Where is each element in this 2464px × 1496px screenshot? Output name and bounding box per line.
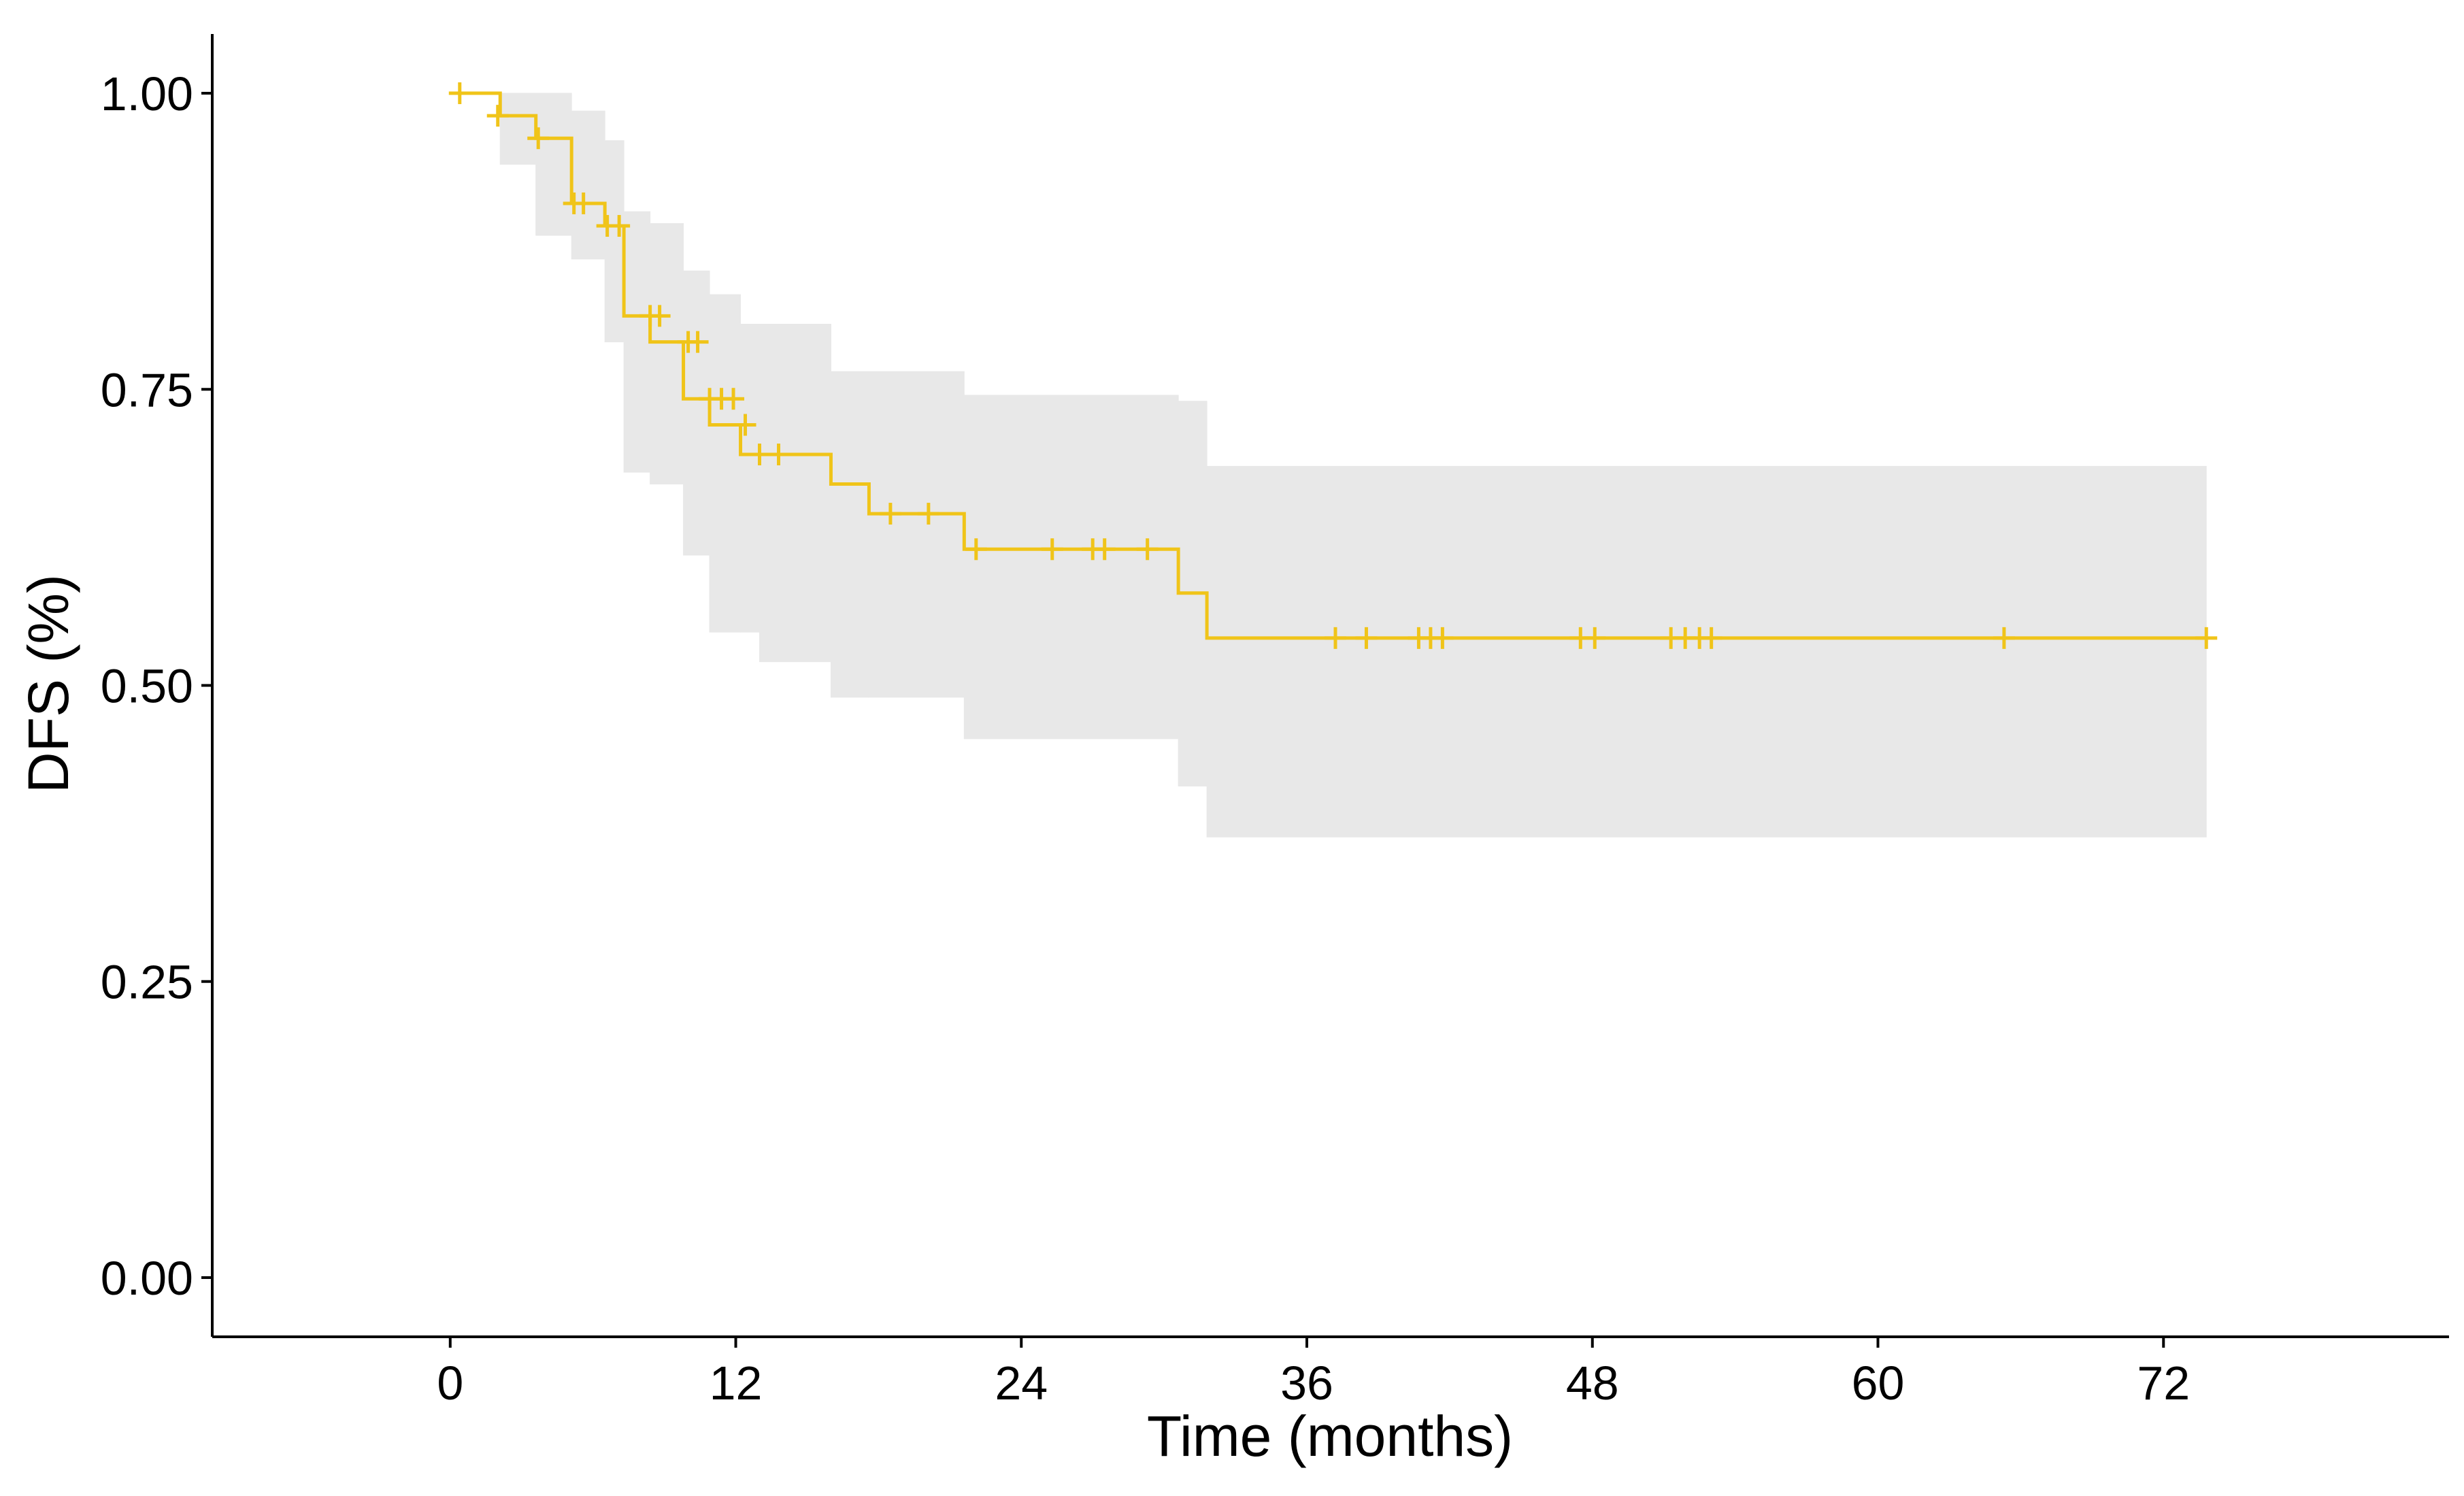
- ci-band-segment: [604, 140, 625, 343]
- censor-mark: [2195, 627, 2218, 649]
- ci-band-segment: [963, 395, 1179, 739]
- ci-band-segment: [830, 371, 869, 698]
- y-tick-label: 0.50: [101, 660, 193, 713]
- censor-mark: [572, 192, 595, 214]
- x-tick-label: 72: [2137, 1357, 2190, 1410]
- censor-mark: [448, 82, 471, 105]
- y-tick-label: 1.00: [101, 67, 193, 120]
- censor-mark: [686, 331, 709, 353]
- censor-mark: [486, 105, 509, 127]
- y-tick-label: 0.00: [101, 1252, 193, 1305]
- y-tick-label: 0.75: [101, 363, 193, 416]
- censor-mark: [648, 305, 671, 327]
- censor-mark: [1355, 627, 1378, 649]
- ci-band-segment: [683, 270, 710, 556]
- censor-mark: [1993, 627, 2015, 649]
- censor-mark: [734, 414, 756, 436]
- x-tick-label: 60: [1852, 1357, 1905, 1410]
- censor-mark: [1584, 627, 1606, 649]
- ci-band-segment: [571, 110, 605, 260]
- x-tick-label: 0: [437, 1357, 463, 1410]
- censor-mark: [1700, 627, 1722, 649]
- axes-layer: [201, 34, 2449, 1348]
- censor-mark: [1136, 538, 1159, 561]
- censor-mark: [1041, 538, 1063, 561]
- x-tick-label: 12: [710, 1357, 763, 1410]
- censor-mark: [879, 503, 901, 525]
- confidence-band-layer: [499, 93, 2207, 837]
- censor-mark: [917, 503, 939, 525]
- labels-layer: 0.00 0.25 0.50 0.75 1.00 0 12 24 36 48 60 72: [101, 67, 2190, 1410]
- censor-mark: [767, 444, 790, 466]
- x-tick-label: 36: [1280, 1357, 1333, 1410]
- x-axis-title: Time (months): [1147, 1404, 1513, 1468]
- ci-band-segment: [1206, 465, 2207, 837]
- censor-mark: [748, 444, 771, 466]
- ci-band-segment: [740, 324, 761, 633]
- censor-mark: [527, 127, 550, 150]
- censor-marks-layer: [448, 82, 2218, 649]
- ci-band-segment: [709, 294, 742, 633]
- censor-mark: [1431, 627, 1454, 649]
- y-tick-label: 0.25: [101, 956, 193, 1009]
- censor-mark: [722, 388, 745, 410]
- ci-band-segment: [499, 93, 537, 165]
- censor-mark: [965, 538, 987, 561]
- censor-mark: [608, 215, 631, 237]
- censor-mark: [1324, 627, 1346, 649]
- ci-band-segment: [623, 211, 651, 473]
- x-tick-label: 24: [995, 1357, 1048, 1410]
- censor-mark: [1093, 538, 1116, 561]
- ci-band-segment: [759, 324, 831, 663]
- ci-band-segment: [535, 93, 572, 236]
- y-axis-title: DFS (%): [16, 574, 80, 793]
- x-tick-label: 48: [1566, 1357, 1619, 1410]
- ci-band-segment: [868, 371, 965, 698]
- ci-band-segment: [650, 223, 684, 485]
